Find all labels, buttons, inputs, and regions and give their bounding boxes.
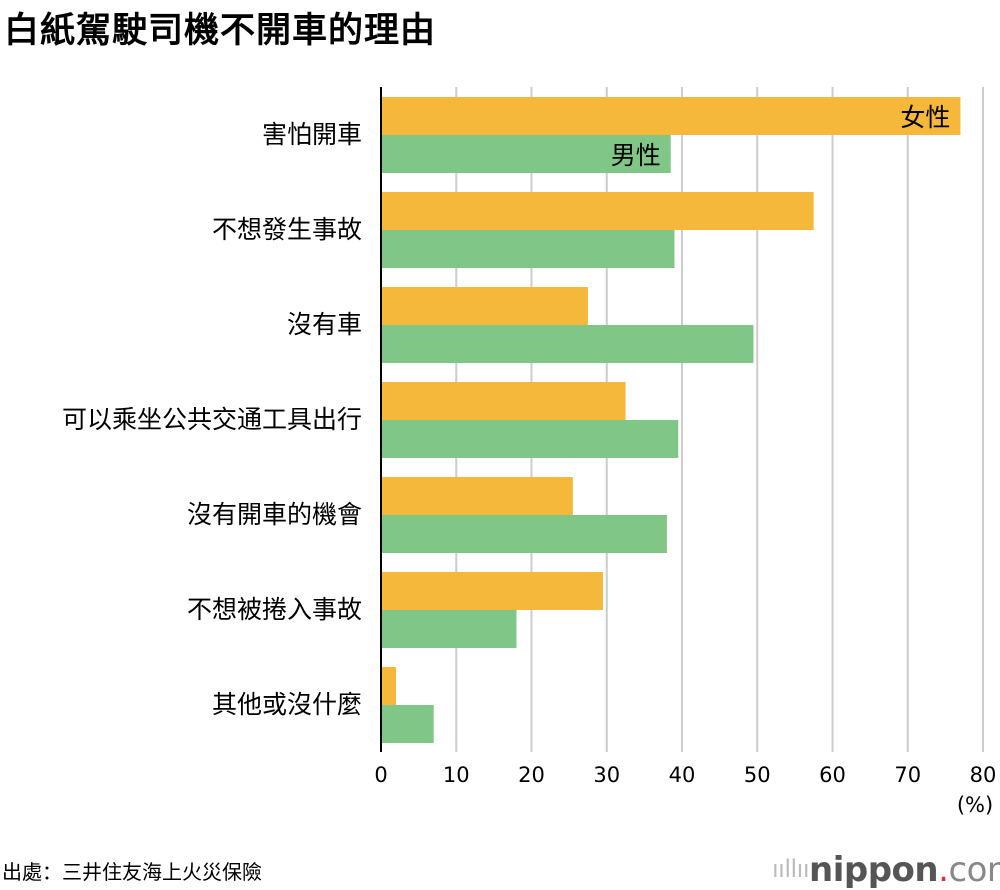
male-bar [381,705,434,743]
category-label: 不想發生事故 [212,215,362,244]
male-bar [381,135,671,173]
x-tick-label: 50 [744,763,771,787]
male-bar [381,230,675,268]
category-label: 害怕開車 [262,120,362,149]
x-tick-label: 10 [443,763,470,787]
female-bar [381,572,603,610]
category-label: 其他或沒什麼 [212,690,362,719]
x-tick-label: 0 [374,763,387,787]
chart-title: 白紙駕駛司機不開車的理由 [4,11,437,51]
category-label: 沒有車 [287,310,362,339]
female-bar [381,97,961,135]
x-tick-label: 30 [593,763,620,787]
female-bar [381,477,573,515]
logo-waves-icon: ııllıı [772,855,810,883]
x-tick-label: 60 [819,763,846,787]
series-label: 女性 [900,103,950,132]
female-bar [381,192,814,230]
source-note: 出處：三井住友海上火災保險 [2,860,262,884]
male-bar [381,610,517,648]
x-tick-label: 80 [970,763,997,787]
category-label: 沒有開車的機會 [187,500,362,529]
male-bar [381,420,679,458]
x-unit-label: (%) [957,793,993,817]
female-bar [381,667,397,705]
nippon-logo: ııllıınippon.com [772,850,1000,890]
male-bar [381,325,754,363]
x-tick-label: 70 [894,763,921,787]
female-bar [381,287,588,325]
x-tick-label: 20 [518,763,545,787]
category-label: 可以乘坐公共交通工具出行 [62,405,362,434]
female-bar [381,382,626,420]
category-label: 不想被捲入事故 [187,595,362,624]
x-tick-label: 40 [669,763,696,787]
male-bar [381,515,667,553]
series-label: 男性 [611,141,661,170]
